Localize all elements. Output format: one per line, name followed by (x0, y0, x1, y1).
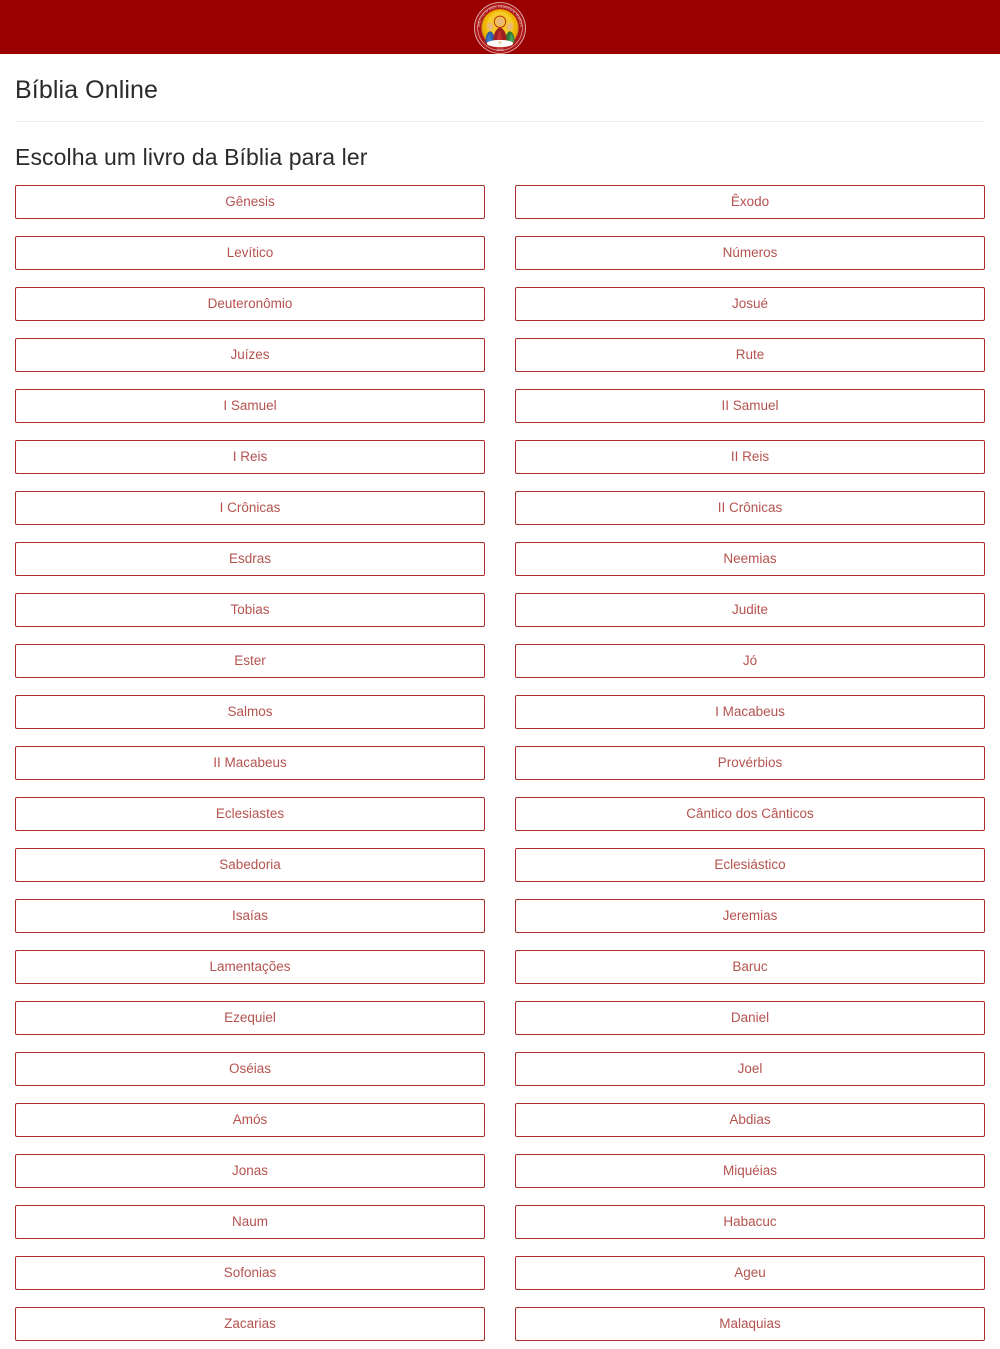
book-button[interactable]: Provérbios (515, 746, 985, 780)
book-button[interactable]: Joel (515, 1052, 985, 1086)
book-button[interactable]: Baruc (515, 950, 985, 984)
book-button[interactable]: Deuteronômio (15, 287, 485, 321)
book-button[interactable]: Tobias (15, 593, 485, 627)
bible-books-grid: Gênesis Êxodo Levítico Números Deuteronômio J… (15, 185, 985, 1349)
book-button[interactable]: Cântico dos Cânticos (515, 797, 985, 831)
top-brand-bar: INSTITUTO DOS PADRES E IRMÃOS 1996 (0, 0, 1000, 54)
book-button[interactable]: Josué (515, 287, 985, 321)
book-button[interactable]: Sofonias (15, 1256, 485, 1290)
book-button[interactable]: Rute (515, 338, 985, 372)
page-title: Bíblia Online (15, 76, 159, 104)
book-button[interactable]: Jonas (15, 1154, 485, 1188)
book-button[interactable]: Judite (515, 593, 985, 627)
book-button[interactable]: Ezequiel (15, 1001, 485, 1035)
title-divider (15, 121, 985, 122)
book-button[interactable]: Salmos (15, 695, 485, 729)
book-button[interactable]: Oséias (15, 1052, 485, 1086)
book-button[interactable]: Miquéias (515, 1154, 985, 1188)
book-button[interactable]: I Reis (15, 440, 485, 474)
book-button[interactable]: II Reis (515, 440, 985, 474)
book-button[interactable]: Lamentações (15, 950, 485, 984)
book-button[interactable]: Números (515, 236, 985, 270)
book-button[interactable]: Malaquias (515, 1307, 985, 1341)
book-button[interactable]: II Crônicas (515, 491, 985, 525)
book-button[interactable]: Juízes (15, 338, 485, 372)
book-button[interactable]: II Macabeus (15, 746, 485, 780)
book-button[interactable]: Esdras (15, 542, 485, 576)
book-button[interactable]: I Crônicas (15, 491, 485, 525)
section-title: Escolha um livro da Bíblia para ler (15, 144, 368, 170)
book-button[interactable]: Isaías (15, 899, 485, 933)
book-button[interactable]: Levítico (15, 236, 485, 270)
book-button[interactable]: Habacuc (515, 1205, 985, 1239)
svg-text:1996: 1996 (496, 48, 504, 52)
book-button[interactable]: Eclesiastes (15, 797, 485, 831)
book-button[interactable]: II Samuel (515, 389, 985, 423)
book-button[interactable]: Gênesis (15, 185, 485, 219)
book-button[interactable]: Eclesiástico (515, 848, 985, 882)
book-button[interactable]: Abdias (515, 1103, 985, 1137)
book-button[interactable]: Ester (15, 644, 485, 678)
book-button[interactable]: Jeremias (515, 899, 985, 933)
book-button[interactable]: Êxodo (515, 185, 985, 219)
book-button[interactable]: Amós (15, 1103, 485, 1137)
book-button[interactable]: I Macabeus (515, 695, 985, 729)
book-button[interactable]: Neemias (515, 542, 985, 576)
book-button[interactable]: Daniel (515, 1001, 985, 1035)
book-button[interactable]: Zacarias (15, 1307, 485, 1341)
page-content: Bíblia Online Escolha um livro da Bíblia… (0, 54, 1000, 1349)
book-button[interactable]: Jó (515, 644, 985, 678)
book-button[interactable]: I Samuel (15, 389, 485, 423)
church-seal-logo-icon[interactable]: INSTITUTO DOS PADRES E IRMÃOS 1996 (474, 2, 526, 54)
book-button[interactable]: Ageu (515, 1256, 985, 1290)
book-button[interactable]: Sabedoria (15, 848, 485, 882)
book-button[interactable]: Naum (15, 1205, 485, 1239)
